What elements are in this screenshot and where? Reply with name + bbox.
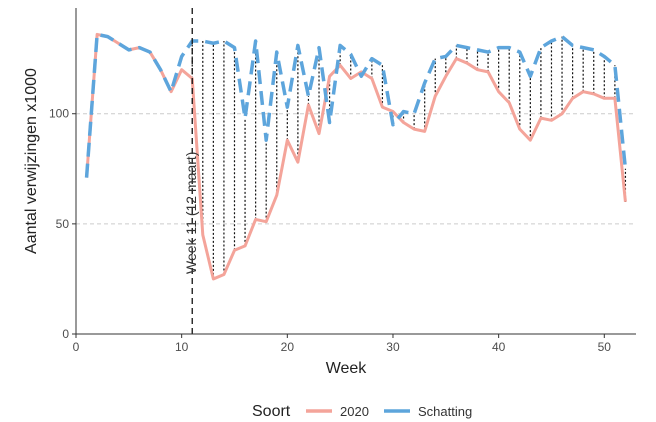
x-tick-label: 10 [175, 340, 189, 354]
x-tick-label: 40 [492, 340, 506, 354]
series-lines [84, 32, 628, 281]
x-tick-label: 50 [598, 340, 612, 354]
x-tick-label: 0 [73, 340, 80, 354]
legend-label-0: 2020 [340, 404, 369, 419]
y-tick-label: 0 [62, 327, 69, 341]
annotation: Week 11 (12 maart) [183, 8, 199, 334]
y-tick-label: 50 [56, 217, 70, 231]
x-tick-label: 30 [386, 340, 400, 354]
axes: 0 50 100 0 10 20 30 40 50 [49, 8, 636, 354]
legend: Soort 2020 Schatting [252, 403, 472, 420]
y-axis-title: Aantal verwijzingen x1000 [23, 68, 40, 254]
series-line-schatting [84, 32, 628, 178]
x-axis-title: Week [326, 360, 368, 377]
series-line-2020 [85, 32, 627, 281]
difference-segments [191, 36, 627, 279]
gridlines [76, 113, 636, 225]
x-tick-label: 20 [281, 340, 295, 354]
y-tick-label: 100 [49, 107, 69, 121]
week-11-marker-label: Week 11 (12 maart) [183, 152, 199, 274]
legend-title: Soort [252, 403, 291, 420]
legend-label-1: Schatting [418, 404, 472, 419]
